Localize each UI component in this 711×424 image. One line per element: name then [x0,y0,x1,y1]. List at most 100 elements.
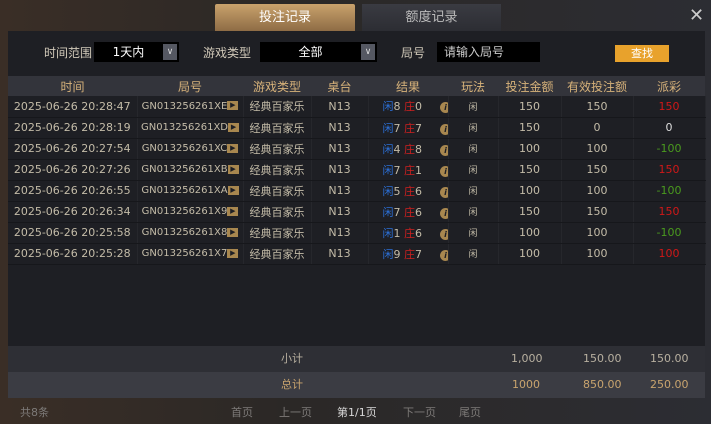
play-type-cell: 闲 [448,138,499,160]
banker-label: 庄 [404,121,415,135]
time-cell: 2025-06-26 20:27:26 [8,159,138,181]
table-cell: N13 [311,117,369,139]
play-type-cell: 闲 [448,117,499,139]
total-row: 总计 1000 850.00 250.00 [8,372,705,398]
banker-label: 庄 [404,184,415,198]
round-id-cell: GN013256261X9 ▶ [137,201,244,223]
search-button[interactable]: 查找 [615,45,669,62]
table-row: 2025-06-26 20:25:58 GN013256261X8 ▶ 经典百家乐… [8,222,706,244]
chevron-down-icon[interactable]: ∨ [361,44,375,60]
round-input[interactable]: 请输入局号 [437,42,540,62]
table-row: 2025-06-26 20:26:34 GN013256261X9 ▶ 经典百家乐… [8,201,706,223]
last-page-button[interactable]: 尾页 [459,406,481,419]
banker-label: 庄 [404,163,415,177]
round-id-cell: GN013256261XE ▶ [137,96,244,118]
round-id: GN013256261XB [141,164,228,175]
info-icon[interactable]: i [440,249,447,261]
valid-bet-cell: 100 [561,222,634,244]
tab-bet-records[interactable]: 投注记录 [215,4,355,31]
payout-cell: 0 [633,117,706,139]
game-cell: 经典百家乐 [243,117,312,139]
time-cell: 2025-06-26 20:27:54 [8,138,138,160]
player-label: 闲 [382,205,394,219]
column-header: 结果 [368,76,448,96]
info-icon[interactable]: i [440,123,447,135]
chevron-down-icon[interactable]: ∨ [163,44,177,60]
info-icon[interactable]: i [440,144,447,156]
round-id: GN013256261XE [141,100,228,112]
play-replay-icon[interactable]: ▶ [227,143,239,153]
round-id: GN013256261X9 [141,206,228,217]
payout-cell: -100 [633,138,706,160]
next-page-button[interactable]: 下一页 [403,406,436,419]
subtotal-payout: 150.00 [650,352,689,365]
player-score: 7 [393,121,401,135]
game-cell: 经典百家乐 [243,180,312,202]
result-cell: 闲7 庄6 i [368,201,449,223]
payout-cell: 150 [633,201,706,223]
valid-bet-cell: 0 [561,117,634,139]
info-icon[interactable]: i [440,102,447,114]
bet-cell: 150 [498,96,562,118]
round-id: GN013256261X7 [141,248,228,259]
play-replay-icon[interactable]: ▶ [227,164,239,174]
result-cell: 闲4 庄8 i [368,138,449,160]
payout-cell: 100 [633,243,706,265]
close-icon[interactable]: ✕ [689,5,705,26]
table-row: 2025-06-26 20:27:54 GN013256261XC ▶ 经典百家乐… [8,138,706,160]
info-icon[interactable]: i [440,186,447,198]
play-replay-icon[interactable]: ▶ [227,248,239,258]
play-type-cell: 闲 [448,96,499,118]
info-icon[interactable]: i [440,228,447,240]
play-replay-icon[interactable]: ▶ [227,227,239,237]
total-valid: 850.00 [583,378,622,391]
player-score: 4 [393,142,401,156]
time-range-value: 1天内 [112,45,145,59]
round-id: GN013256261XD [140,122,229,133]
result-cell: 闲9 庄7 i [368,243,449,265]
banker-label: 庄 [404,247,415,261]
prev-page-button[interactable]: 上一页 [279,406,312,419]
player-label: 闲 [382,226,394,240]
banker-score: 7 [415,247,422,261]
tab-credit-records[interactable]: 额度记录 [362,4,501,31]
play-replay-icon[interactable]: ▶ [227,206,239,216]
play-replay-icon[interactable]: ▶ [227,185,239,195]
player-label: 闲 [382,121,394,135]
time-range-label: 时间范围 [44,46,93,60]
subtotal-bet: 1,000 [511,352,543,365]
player-score: 7 [393,205,401,219]
first-page-button[interactable]: 首页 [231,406,253,419]
table-cell: N13 [311,243,369,265]
banker-label: 庄 [404,205,415,219]
info-icon[interactable]: i [440,165,447,177]
game-type-select[interactable]: 全部 ∨ [260,42,377,62]
filter-bar: 时间范围 1天内 ∨ 游戏类型 全部 ∨ 局号 请输入局号 查找 [8,31,705,75]
play-replay-icon[interactable]: ▶ [228,122,240,132]
payout-cell: 150 [633,159,706,181]
time-cell: 2025-06-26 20:26:34 [8,201,138,223]
play-replay-icon[interactable]: ▶ [227,101,239,111]
subtotal-valid: 150.00 [583,352,622,365]
valid-bet-cell: 150 [561,96,634,118]
payout-cell: -100 [633,180,706,202]
player-score: 7 [393,163,401,177]
bet-cell: 100 [498,243,562,265]
result-cell: 闲7 庄1 i [368,159,449,181]
player-label: 闲 [382,100,394,114]
game-cell: 经典百家乐 [243,201,312,223]
table-cell: N13 [311,159,369,181]
round-id-cell: GN013256261X8 ▶ [137,222,244,244]
valid-bet-cell: 150 [561,159,634,181]
banker-label: 庄 [404,142,415,156]
column-header: 局号 [137,76,243,96]
table-cell: N13 [311,180,369,202]
time-range-select[interactable]: 1天内 ∨ [94,42,179,62]
round-label: 局号 [401,46,426,60]
banker-label: 庄 [404,100,415,114]
round-id-cell: GN013256261XC ▶ [137,138,244,160]
records-panel: 时间范围 1天内 ∨ 游戏类型 全部 ∨ 局号 请输入局号 查找 时间 局号 游戏类… [8,31,706,398]
column-header: 桌台 [311,76,368,96]
info-icon[interactable]: i [440,207,447,219]
player-score: 5 [393,184,401,198]
